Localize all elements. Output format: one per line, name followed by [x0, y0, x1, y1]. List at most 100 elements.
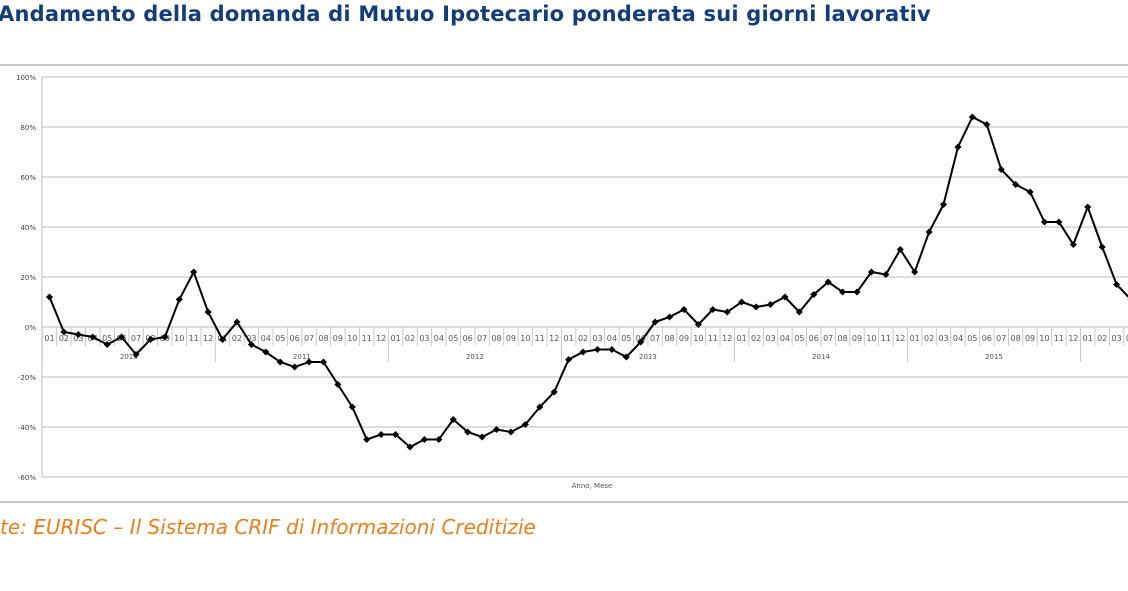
y-tick-label: -60%: [18, 474, 36, 482]
year-label: 2012: [466, 353, 484, 361]
data-point: [911, 268, 919, 276]
data-point: [968, 113, 976, 121]
month-label: 07: [823, 334, 833, 343]
month-label: 11: [881, 334, 891, 343]
month-label: 09: [333, 334, 343, 343]
month-label: 07: [996, 334, 1006, 343]
data-point: [348, 403, 356, 411]
month-label: 08: [318, 334, 328, 343]
month-label: 03: [938, 334, 948, 343]
month-label: 01: [564, 334, 574, 343]
data-point: [824, 278, 832, 286]
data-point: [334, 380, 342, 389]
month-label: 11: [535, 334, 545, 343]
y-tick-label: 0%: [25, 324, 36, 332]
month-label: 01: [390, 334, 400, 343]
month-label: 10: [693, 334, 703, 343]
y-tick-label: 40%: [20, 224, 36, 232]
month-label: 04: [780, 334, 790, 343]
month-label: 02: [59, 334, 69, 343]
data-point: [89, 333, 97, 341]
data-point: [680, 305, 688, 314]
data-point: [839, 288, 847, 296]
data-point: [377, 430, 385, 439]
data-point: [363, 435, 371, 444]
data-point: [565, 355, 573, 364]
data-point: [1040, 218, 1049, 226]
data-point: [983, 120, 991, 129]
month-label: 11: [708, 334, 718, 343]
data-point: [997, 165, 1005, 174]
month-label: 08: [838, 334, 848, 343]
month-label: 03: [419, 334, 429, 343]
data-point: [146, 335, 154, 344]
month-label: 12: [895, 334, 905, 343]
month-label: 09: [679, 334, 689, 343]
data-point: [766, 300, 775, 309]
year-label: 2013: [639, 353, 657, 361]
month-label: 05: [794, 334, 804, 343]
data-point: [247, 340, 255, 349]
year-label: 2011: [293, 353, 311, 361]
month-label: 02: [751, 334, 761, 343]
data-point: [132, 350, 140, 359]
data-point: [204, 308, 212, 316]
data-point: [507, 428, 515, 436]
y-tick-label: 100%: [16, 74, 36, 82]
data-point: [435, 435, 443, 444]
data-point: [161, 333, 169, 341]
data-point: [392, 430, 400, 439]
month-label: 04: [1126, 334, 1128, 343]
data-point: [175, 295, 183, 304]
y-tick-label: 80%: [20, 124, 36, 132]
month-label: 07: [131, 334, 141, 343]
data-point: [651, 318, 659, 326]
month-label: 03: [1111, 334, 1121, 343]
month-label: 10: [520, 334, 530, 343]
month-label: 09: [506, 334, 516, 343]
data-point: [637, 338, 645, 346]
data-point: [666, 313, 674, 321]
year-label: 2010: [120, 353, 138, 361]
month-label: 02: [405, 334, 415, 343]
source-note: te: EURISC – Il Sistema CRIF di Informaz…: [0, 515, 536, 539]
y-tick-label: -40%: [18, 424, 36, 432]
data-point: [464, 428, 472, 436]
month-label: 02: [578, 334, 588, 343]
month-label: 01: [44, 334, 54, 343]
month-label: 08: [491, 334, 501, 343]
month-label: 07: [650, 334, 660, 343]
month-label: 07: [304, 334, 314, 343]
data-point: [752, 303, 760, 311]
month-label: 05: [967, 334, 977, 343]
data-point: [276, 358, 284, 366]
data-point: [593, 345, 601, 354]
data-point: [694, 320, 702, 329]
data-point: [219, 335, 227, 344]
month-label: 03: [765, 334, 775, 343]
data-point: [795, 308, 803, 316]
month-label: 09: [1025, 334, 1035, 343]
year-label: 2015: [985, 353, 1003, 361]
data-point: [954, 143, 962, 151]
data-point: [420, 435, 428, 444]
month-label: 01: [737, 334, 747, 343]
data-point: [233, 318, 241, 326]
month-label: 07: [477, 334, 487, 343]
month-label: 05: [621, 334, 631, 343]
data-point: [305, 358, 313, 366]
data-point: [60, 328, 68, 336]
page-title: Andamento della domanda di Mutuo Ipoteca…: [0, 2, 931, 26]
month-label: 12: [376, 334, 386, 343]
year-label: 2014: [812, 353, 830, 361]
data-point: [781, 293, 789, 301]
month-label: 12: [203, 334, 213, 343]
data-point: [291, 363, 299, 371]
data-point: [536, 403, 544, 411]
data-point: [1026, 188, 1034, 196]
month-label: 06: [809, 334, 819, 343]
month-label: 02: [232, 334, 242, 343]
month-label: 01: [910, 334, 920, 343]
month-label: 02: [1097, 334, 1107, 343]
